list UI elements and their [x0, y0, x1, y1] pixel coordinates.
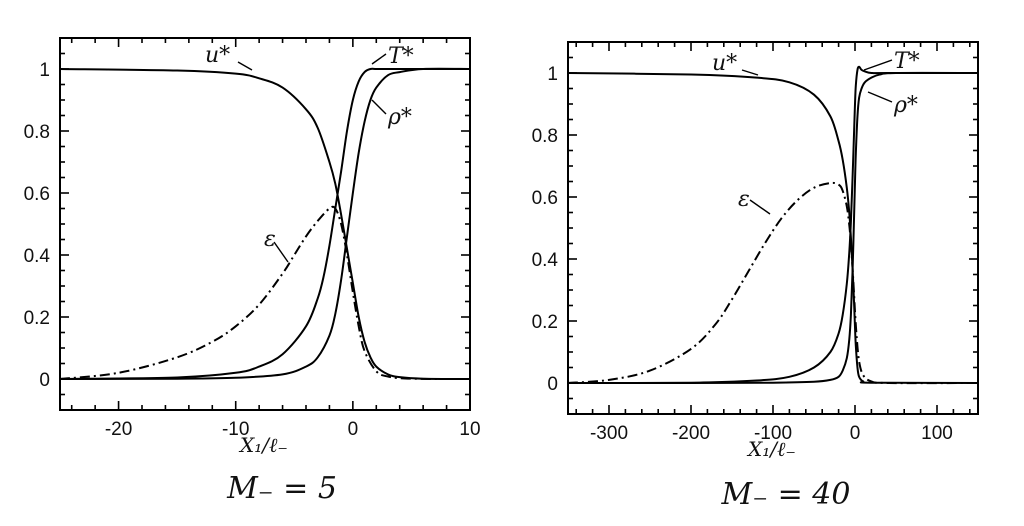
y-tick-label: 0.8	[532, 126, 558, 147]
annotation-leader-line	[371, 53, 387, 65]
series-line-ε	[568, 181, 978, 385]
series-line-u*	[60, 68, 470, 380]
panel-caption: M₋ = 40	[721, 477, 851, 512]
x-tick-label: -20	[105, 419, 132, 440]
y-tick-label: 1	[547, 64, 558, 85]
annotation-leader-line	[273, 241, 289, 263]
panel-caption: M₋ = 5	[226, 471, 337, 506]
x-tick-label: 100	[921, 423, 953, 444]
annotation-leader-line	[371, 99, 387, 115]
x-tick-label: 0	[850, 423, 861, 444]
series-line-ε	[60, 205, 470, 380]
x-axis-label: X₁/ℓ₋	[746, 437, 796, 461]
series-line-ρ*	[568, 71, 978, 385]
x-axis-label: X₁/ℓ₋	[238, 433, 288, 457]
y-tick-label: 0.8	[24, 122, 50, 143]
series-line-u*	[568, 72, 978, 384]
y-tick-label: 0.6	[532, 188, 558, 209]
annotation-label: T*	[388, 44, 414, 69]
series-line-T*	[568, 65, 978, 384]
y-tick-label: 0	[39, 370, 50, 391]
annotation-label: ρ*	[893, 93, 918, 118]
y-tick-label: 0.2	[24, 308, 50, 329]
annotation-leader-line	[749, 199, 771, 215]
series-line-ρ*	[60, 67, 470, 380]
x-tick-label: -300	[590, 423, 628, 444]
annotation-label: u*	[205, 43, 230, 68]
plot-frame	[59, 37, 471, 411]
series-line-T*	[60, 67, 470, 380]
y-tick-label: 1	[39, 60, 50, 81]
annotation-label: u*	[712, 51, 737, 76]
y-tick-label: 0.6	[24, 184, 50, 205]
chart-panel-1: -20 -10 0 10 0 0.2 0.4 0.6 0.8 1 X₁/ℓ₋ M₋ = 5 u* T* ρ*…	[24, 37, 481, 506]
annotation-label: ε	[738, 187, 750, 212]
annotation-label: ε	[264, 227, 276, 252]
x-tick-label: 10	[459, 419, 480, 440]
y-tick-label: 0	[547, 374, 558, 395]
annotation-label: T*	[894, 49, 920, 74]
x-tick-label: -200	[672, 423, 710, 444]
y-tick-label: 0.4	[532, 250, 559, 271]
annotation-leader-line	[863, 59, 893, 71]
chart-panel-2: -300 -200 -100 0 100 0 0.2 0.4 0.6 0.8 1 X₁/ℓ₋ M₋ = …	[532, 41, 979, 512]
annotation-leader-line	[741, 69, 759, 76]
x-tick-label: 0	[348, 419, 359, 440]
annotation-label: ρ*	[387, 105, 412, 130]
x-tick-label: -10	[222, 419, 249, 440]
y-tick-label: 0.4	[24, 246, 51, 267]
y-tick-label: 0.2	[532, 312, 558, 333]
x-tick-label: -100	[754, 423, 792, 444]
annotation-leader-line	[237, 61, 253, 71]
annotation-leader-line	[867, 91, 893, 103]
